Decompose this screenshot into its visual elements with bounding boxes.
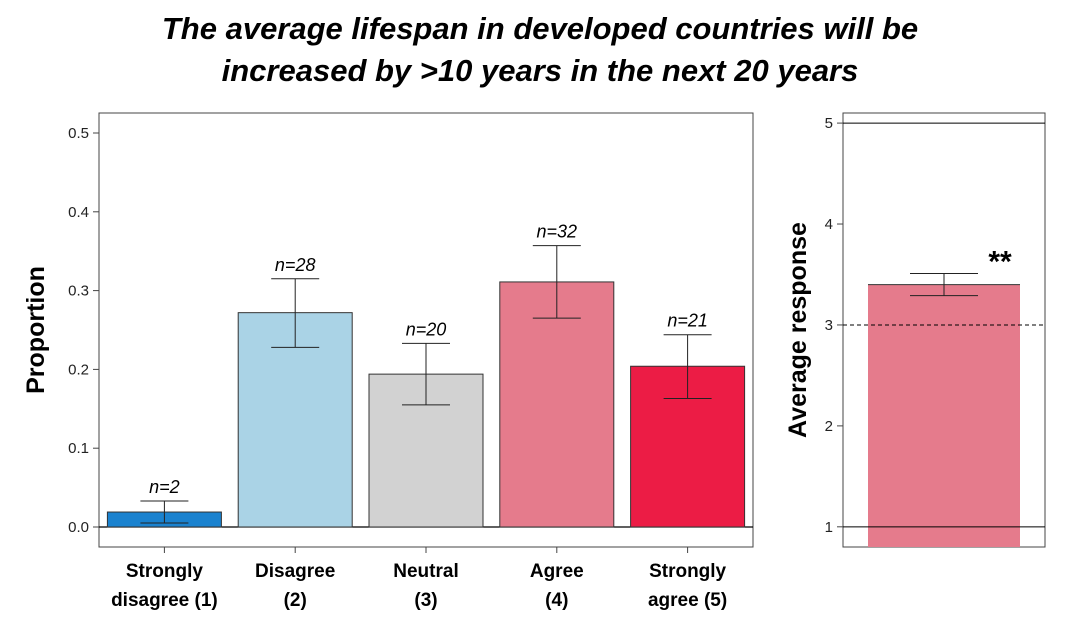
n-label: n=28 [275, 255, 316, 275]
y-tick-label: 2 [825, 418, 833, 435]
y-tick-label: 0.4 [68, 204, 89, 221]
x-tick-label: (4) [545, 590, 568, 611]
bar [237, 312, 353, 528]
y-tick-label: 0.2 [68, 361, 89, 378]
x-tick-label: (3) [414, 590, 437, 611]
y-tick-label: 1 [825, 519, 833, 536]
chart-title-line-2: increased by >10 years in the next 20 ye… [221, 53, 859, 88]
n-label: n=32 [537, 222, 578, 242]
bar [868, 284, 1020, 547]
y-tick-label: 0.1 [68, 440, 89, 457]
x-tick-label: Neutral [393, 561, 458, 582]
x-tick-label: agree (5) [648, 590, 727, 611]
y-tick-label: 4 [825, 216, 833, 233]
x-tick-label: (2) [284, 590, 307, 611]
bar [499, 281, 615, 528]
x-tick-label: Disagree [255, 561, 335, 582]
y-tick-label: 0.0 [68, 519, 89, 536]
x-tick-label: Strongly [126, 561, 203, 582]
y-axis-label: Average response [784, 222, 812, 438]
x-tick-label: Strongly [649, 561, 726, 582]
chart-title-line-1: The average lifespan in developed countr… [161, 11, 919, 46]
y-axis-label: Proportion [22, 266, 50, 394]
x-tick-label: disagree (1) [111, 590, 218, 611]
chart-title: The average lifespan in developed countr… [0, 8, 1080, 92]
x-tick-label: Agree [530, 561, 584, 582]
y-tick-label: 3 [825, 317, 833, 334]
significance-marker: ** [988, 245, 1012, 278]
y-tick-label: 5 [825, 115, 833, 132]
n-label: n=20 [406, 319, 447, 339]
y-tick-label: 0.5 [68, 125, 89, 142]
y-tick-label: 0.3 [68, 283, 89, 300]
n-label: n=2 [149, 477, 180, 497]
n-label: n=21 [667, 311, 708, 331]
